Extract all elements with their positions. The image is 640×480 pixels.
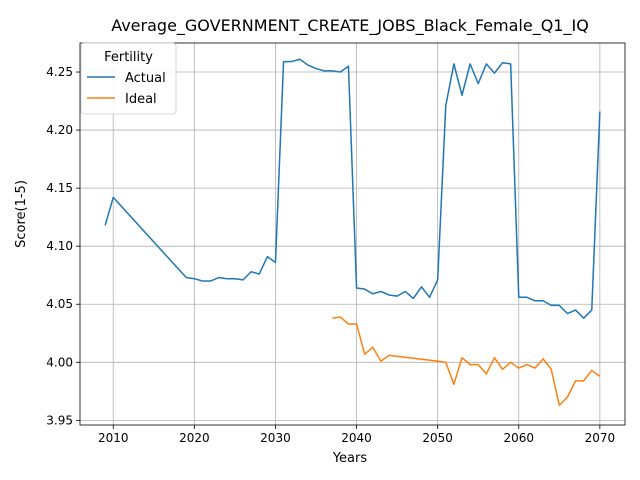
plot-series <box>104 58 601 407</box>
legend-items: Actual Ideal <box>87 71 166 107</box>
legend-box <box>80 42 177 115</box>
y-axis: 3.95 4.00 4.05 4.10 4.15 4.20 4.25 <box>46 65 80 427</box>
x-tick-label: 2040 <box>341 431 372 445</box>
grid-lines <box>80 43 625 425</box>
x-tick-label: 2050 <box>422 431 453 445</box>
y-tick-label: 4.20 <box>46 123 73 137</box>
legend-label-actual: Actual <box>125 71 166 86</box>
y-tick-label: 4.00 <box>46 355 73 369</box>
x-tick-label: 2020 <box>179 431 210 445</box>
x-tick-label: 2030 <box>260 431 291 445</box>
x-tick-label: 2070 <box>585 431 616 445</box>
x-axis-label: Years <box>332 451 368 466</box>
plot-frame <box>79 42 626 426</box>
y-tick-label: 3.95 <box>46 413 73 427</box>
y-tick-label: 4.05 <box>46 297 73 311</box>
x-tick-label: 2010 <box>98 431 129 445</box>
series-line-ideal <box>332 316 601 407</box>
legend: Fertility Actual Ideal <box>80 42 177 115</box>
legend-title: Fertility <box>104 50 153 65</box>
y-tick-label: 4.10 <box>46 239 73 253</box>
x-tick-label: 2060 <box>503 431 534 445</box>
x-axis: 2010 2020 2030 2040 2050 2060 2070 <box>98 425 615 445</box>
y-axis-label: Score(1-5) <box>14 180 29 248</box>
series-line-actual <box>104 58 601 319</box>
chart-title: Average_GOVERNMENT_CREATE_JOBS_Black_Fem… <box>111 16 589 36</box>
y-tick-label: 4.15 <box>46 181 73 195</box>
y-tick-label: 4.25 <box>46 65 73 79</box>
legend-label-ideal: Ideal <box>125 92 157 107</box>
